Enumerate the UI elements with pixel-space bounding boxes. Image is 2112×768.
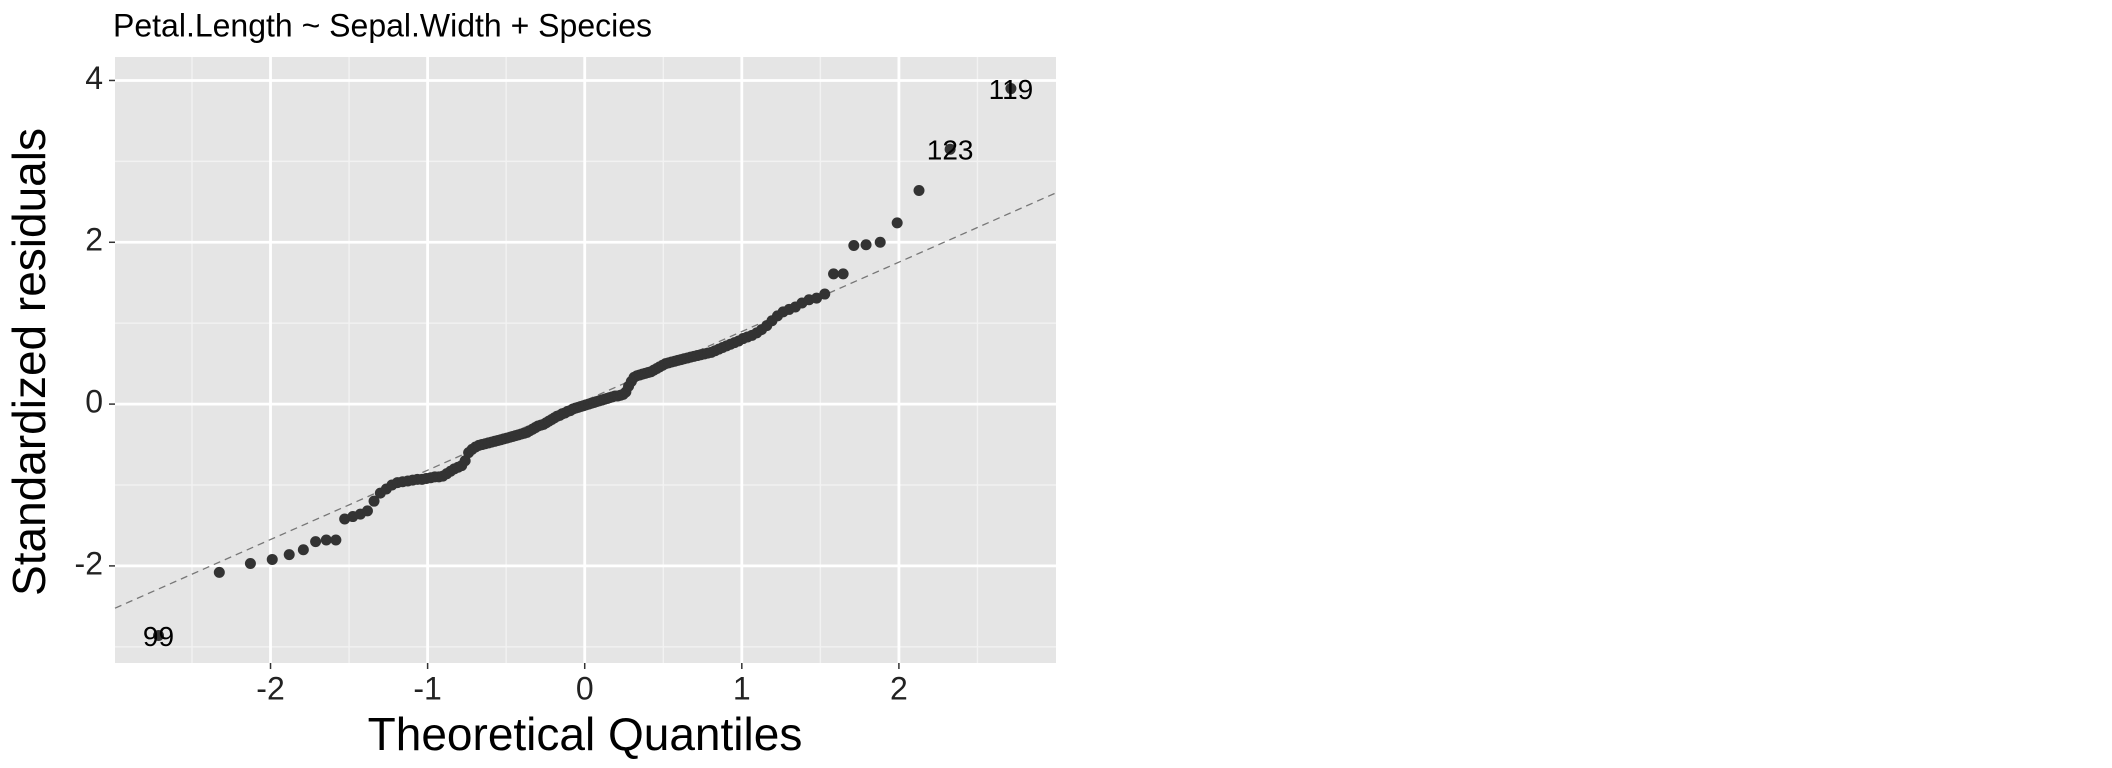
y-tick-label: 2	[85, 222, 103, 258]
point	[828, 268, 840, 280]
chart-title: Petal.Length ~ Sepal.Width + Species	[113, 7, 652, 43]
point	[244, 557, 256, 569]
x-axis-title: Theoretical Quantiles	[368, 708, 803, 760]
point	[860, 239, 872, 251]
point	[361, 505, 373, 517]
y-tick-label: 0	[85, 384, 103, 420]
y-axis-title: Standardized residuals	[3, 128, 55, 596]
x-tick-label: 1	[733, 670, 751, 706]
reference-line	[114, 192, 1057, 609]
point	[913, 184, 925, 196]
x-tick-label: -1	[413, 670, 441, 706]
point	[848, 240, 860, 252]
x-tick-label: 2	[890, 670, 908, 706]
point	[320, 534, 332, 546]
y-tick-label: -2	[75, 545, 103, 581]
point	[837, 268, 849, 280]
point	[1005, 83, 1017, 95]
y-tick-label: 4	[85, 60, 103, 96]
x-tick-label: -2	[256, 670, 284, 706]
x-tick-label: 0	[576, 670, 594, 706]
point	[297, 544, 309, 556]
point	[153, 629, 165, 641]
point	[819, 288, 831, 300]
point	[891, 217, 903, 229]
point	[874, 236, 886, 248]
point	[944, 143, 956, 155]
point	[811, 292, 823, 304]
point	[213, 566, 225, 578]
point	[266, 553, 278, 565]
point-label: 99	[143, 621, 174, 652]
point-label: 119	[989, 74, 1034, 105]
point	[283, 549, 295, 561]
point	[330, 534, 342, 546]
point-label: 123	[927, 135, 974, 166]
point	[368, 495, 380, 507]
point	[310, 536, 322, 548]
